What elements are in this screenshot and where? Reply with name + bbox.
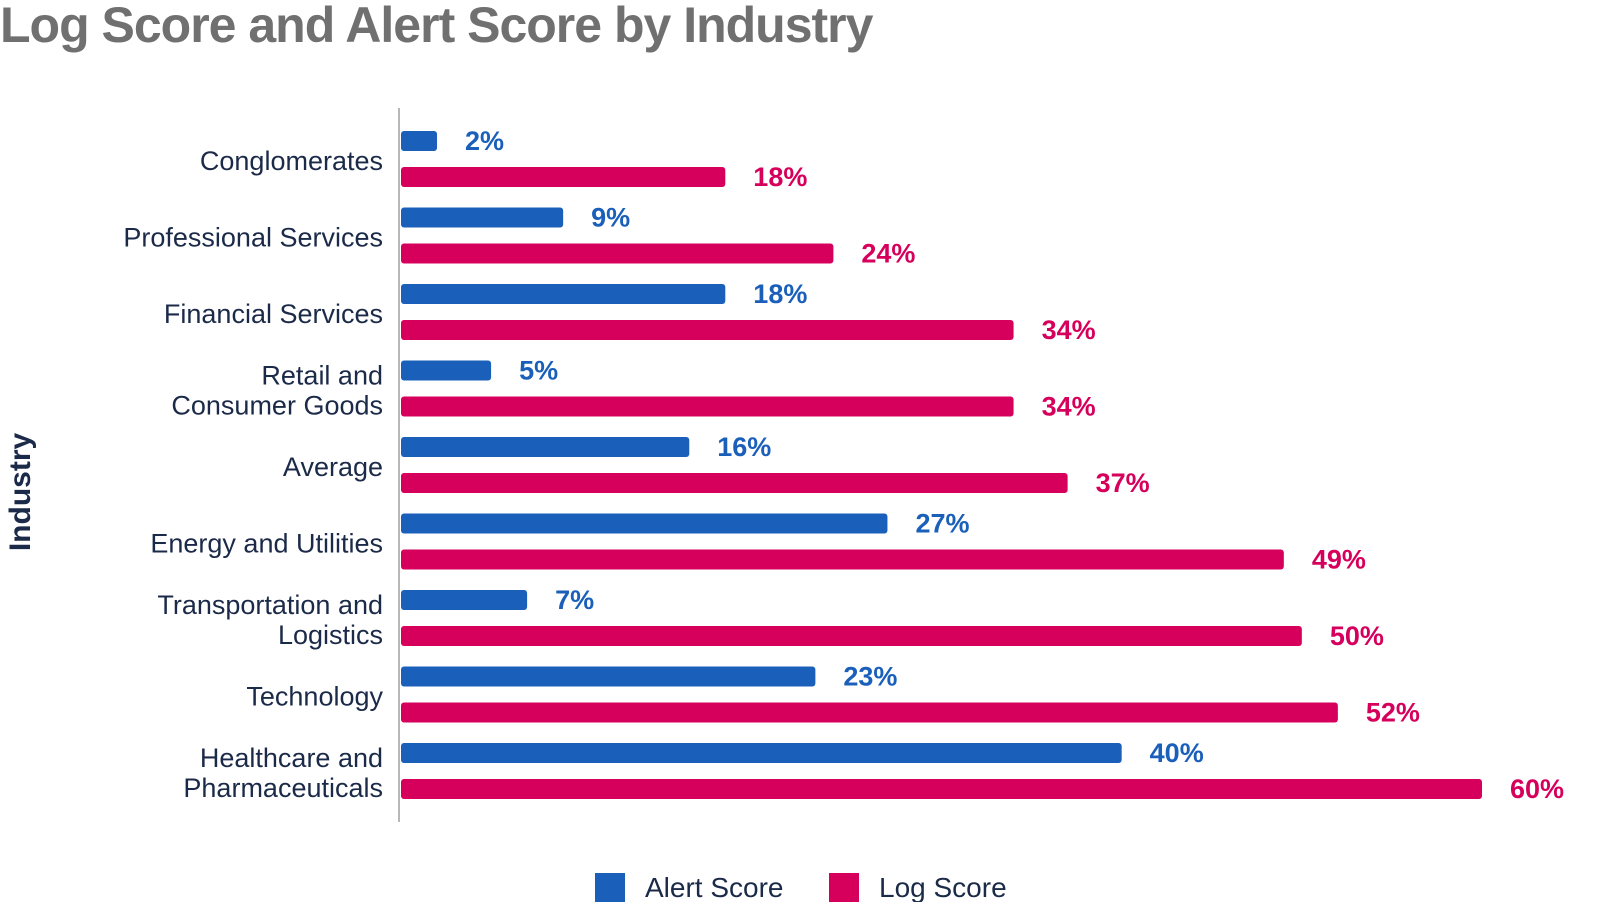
log-score-value-label: 37% bbox=[1096, 468, 1150, 498]
log-score-legend-label: Log Score bbox=[879, 872, 1007, 902]
category-label-line: Financial Services bbox=[164, 299, 383, 329]
category-label: Professional Services bbox=[123, 223, 383, 253]
alert-score-value-label: 9% bbox=[591, 203, 630, 233]
y-axis-title: Industry bbox=[4, 433, 37, 552]
alert-score-value-label: 27% bbox=[915, 509, 969, 539]
category-label: Conglomerates bbox=[200, 146, 383, 176]
log-score-bar bbox=[401, 396, 1014, 417]
alert-score-bar bbox=[401, 513, 888, 534]
category-label: Financial Services bbox=[164, 299, 383, 329]
alert-score-value-label: 23% bbox=[843, 662, 897, 692]
log-score-value-label: 49% bbox=[1312, 545, 1366, 575]
alert-score-value-label: 40% bbox=[1150, 738, 1204, 768]
log-score-bar bbox=[401, 549, 1284, 570]
category-label: Healthcare and Pharmaceuticals bbox=[183, 743, 383, 803]
category-label-line: Logistics bbox=[278, 620, 383, 650]
log-score-value-label: 52% bbox=[1366, 698, 1420, 728]
alert-score-bar bbox=[401, 284, 726, 304]
category-label-line: Energy and Utilities bbox=[150, 529, 383, 559]
category-label-line: Professional Services bbox=[123, 223, 383, 253]
chart-title: Log Score and Alert Score by Industry bbox=[0, 0, 874, 53]
log-score-bar bbox=[401, 626, 1302, 646]
log-score-bar bbox=[401, 473, 1068, 493]
category-label: Transportation and Logistics bbox=[157, 590, 383, 650]
log-score-value-label: 24% bbox=[861, 239, 915, 269]
category-label-line: Transportation and bbox=[157, 590, 383, 620]
category-label-line: Conglomerates bbox=[200, 146, 383, 176]
log-score-bar bbox=[401, 779, 1482, 799]
category-label-line: Consumer Goods bbox=[171, 391, 383, 421]
log-score-value-label: 34% bbox=[1042, 392, 1096, 422]
bars: Conglomerates 2% 18% Professional Services 9… bbox=[123, 126, 1564, 804]
category-label-line: Retail and bbox=[261, 361, 383, 391]
alert-score-value-label: 5% bbox=[519, 356, 558, 386]
alert-score-legend-swatch bbox=[595, 873, 625, 902]
alert-score-value-label: 2% bbox=[465, 126, 504, 156]
alert-score-bar bbox=[401, 590, 528, 610]
category-label-line: Technology bbox=[246, 682, 383, 712]
log-score-value-label: 50% bbox=[1330, 621, 1384, 651]
category-label-line: Pharmaceuticals bbox=[183, 773, 383, 803]
alert-score-bar bbox=[401, 207, 564, 228]
alert-score-value-label: 16% bbox=[717, 432, 771, 462]
log-score-bar bbox=[401, 320, 1014, 340]
legend: Alert Score Log Score bbox=[595, 872, 1007, 902]
alert-score-bar bbox=[401, 360, 492, 381]
category-label-line: Average bbox=[283, 452, 383, 482]
alert-score-legend-label: Alert Score bbox=[645, 872, 784, 902]
category-label: Average bbox=[283, 452, 383, 482]
alert-score-bar bbox=[401, 666, 816, 687]
log-score-bar bbox=[401, 167, 726, 187]
category-label: Retail and Consumer Goods bbox=[171, 361, 383, 421]
alert-score-bar bbox=[401, 131, 438, 151]
log-score-bar bbox=[401, 702, 1338, 723]
alert-score-value-label: 18% bbox=[753, 279, 807, 309]
category-label-line: Healthcare and bbox=[200, 743, 383, 773]
log-score-legend-swatch bbox=[829, 873, 859, 902]
log-score-value-label: 60% bbox=[1510, 774, 1564, 804]
alert-score-bar bbox=[401, 743, 1122, 763]
log-score-value-label: 18% bbox=[753, 162, 807, 192]
log-score-bar bbox=[401, 243, 834, 264]
category-label: Energy and Utilities bbox=[150, 529, 383, 559]
alert-score-bar bbox=[401, 437, 690, 457]
log-score-value-label: 34% bbox=[1042, 315, 1096, 345]
category-label: Technology bbox=[246, 682, 383, 712]
alert-score-value-label: 7% bbox=[555, 585, 594, 615]
